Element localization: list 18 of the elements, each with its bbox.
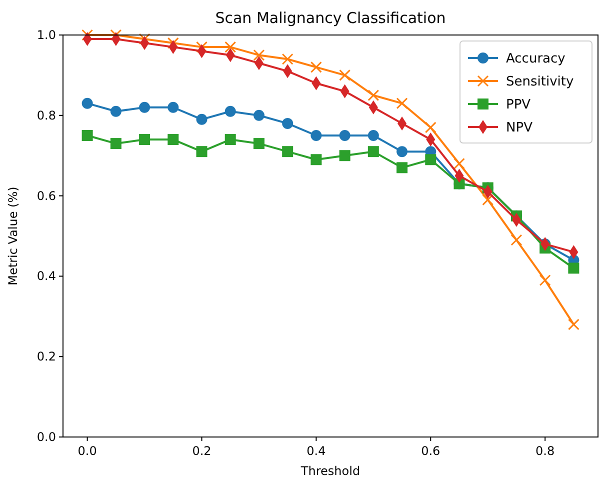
legend-label: PPV (506, 98, 531, 112)
chart-title: Scan Malignancy Classification (215, 9, 446, 27)
y-tick-label: 1.0 (36, 28, 56, 42)
x-tick-label: 0.0 (78, 444, 97, 458)
legend-label: Sensitivity (506, 74, 574, 90)
legend-label: Accuracy (506, 52, 566, 66)
x-axis-title: Threshold (300, 464, 360, 478)
y-tick-label: 0.8 (36, 108, 56, 122)
legend-label: NPV (506, 120, 533, 136)
x-tick-label: 0.8 (536, 444, 555, 458)
y-tick-label: 0.2 (36, 350, 56, 364)
y-axis-title: Metric Value (%) (6, 186, 20, 286)
y-tick-label: 0.0 (36, 430, 56, 444)
x-tick-label: 0.4 (306, 444, 326, 458)
y-tick-label: 0.4 (36, 269, 56, 284)
y-tick-label: 0.6 (36, 188, 56, 203)
x-tick-label: 0.6 (421, 444, 440, 458)
x-tick-label: 0.2 (192, 444, 212, 458)
